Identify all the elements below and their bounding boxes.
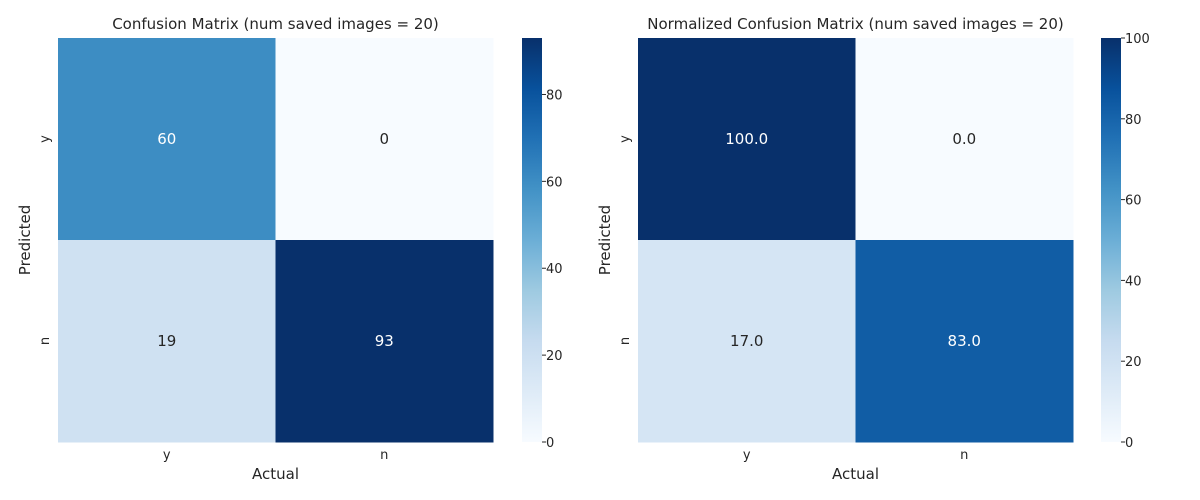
x-tick-label: n bbox=[960, 448, 968, 463]
heatmap-cell-y-n bbox=[275, 38, 494, 241]
y-axis-label: Predicted bbox=[596, 205, 614, 275]
y-tick-label: n bbox=[38, 337, 53, 345]
cell-value-label: 0 bbox=[379, 130, 389, 148]
colorbar-tick-label: 40 bbox=[1125, 274, 1142, 289]
colorbar-tick-label: 80 bbox=[546, 88, 563, 103]
colorbar-tick-label: 40 bbox=[546, 262, 563, 277]
heatmap-cell-n-n bbox=[855, 240, 1074, 443]
heatmap-cell-n-y bbox=[638, 240, 856, 443]
cell-value-label: 19 bbox=[157, 332, 176, 350]
cell-value-label: 60 bbox=[157, 130, 176, 148]
x-tick-label: y bbox=[743, 448, 751, 463]
colorbar-tick-label: 60 bbox=[1125, 194, 1142, 209]
x-axis-label: Actual bbox=[252, 465, 299, 483]
cell-value-label: 17.0 bbox=[730, 332, 763, 350]
y-tick-label: y bbox=[618, 135, 633, 143]
cell-value-label: 0.0 bbox=[952, 130, 976, 148]
heatmap-cell-y-y bbox=[638, 38, 856, 241]
colorbar-tick-label: 60 bbox=[546, 175, 563, 190]
cell-value-label: 100.0 bbox=[725, 130, 768, 148]
y-tick-label: y bbox=[38, 135, 53, 143]
y-axis-label: Predicted bbox=[16, 205, 34, 275]
cell-value-label: 93 bbox=[375, 332, 394, 350]
colorbar bbox=[1101, 38, 1121, 442]
heatmap-cell-n-y bbox=[58, 240, 276, 443]
x-tick-label: n bbox=[380, 448, 388, 463]
heatmap-cell-n-n bbox=[275, 240, 494, 443]
heatmap-panel-1: 60 0 19 93 y n y n Actual Predicted Confusion Matr… bbox=[16, 15, 563, 483]
heatmap-cell-y-n bbox=[855, 38, 1074, 241]
cell-value-label: 83.0 bbox=[948, 332, 981, 350]
x-axis-label: Actual bbox=[832, 465, 879, 483]
chart-title: Normalized Confusion Matrix (num saved i… bbox=[647, 15, 1063, 33]
heatmap-cell-y-y bbox=[58, 38, 276, 241]
colorbar-tick-label: 80 bbox=[1125, 113, 1142, 128]
colorbar-tick-label: 20 bbox=[1125, 355, 1142, 370]
colorbar-tick-label: 0 bbox=[546, 436, 554, 451]
colorbar-tick-label: 0 bbox=[1125, 436, 1133, 451]
colorbar bbox=[522, 38, 542, 442]
chart-title: Confusion Matrix (num saved images = 20) bbox=[112, 15, 439, 33]
colorbar-tick-label: 20 bbox=[546, 349, 563, 364]
colorbar-tick-label: 100 bbox=[1125, 32, 1150, 47]
x-tick-label: y bbox=[163, 448, 171, 463]
heatmap-panel-2: 100.0 0.0 17.0 83.0 y n y n Actual Predicted Norma… bbox=[596, 15, 1150, 483]
y-tick-label: n bbox=[618, 337, 633, 345]
